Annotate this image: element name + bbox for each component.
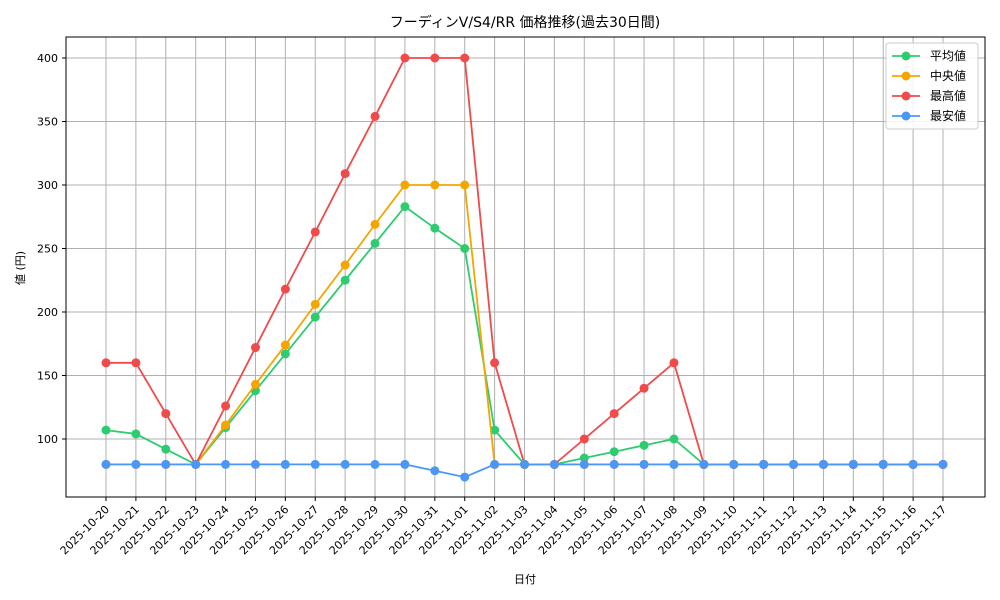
svg-text:最安値: 最安値 — [930, 108, 966, 123]
data-series — [101, 53, 948, 482]
y-tick-label: 400 — [37, 52, 58, 65]
y-tick-label: 350 — [37, 116, 58, 129]
x-axis-label: 日付 — [514, 573, 536, 586]
y-axis-label: 値 (円) — [14, 251, 27, 285]
y-tick-label: 250 — [37, 243, 58, 256]
y-tick-label: 150 — [37, 370, 58, 383]
y-tick-label: 100 — [37, 433, 58, 446]
chart-title: フーディンV/S4/RR 価格推移(過去30日間) — [390, 14, 660, 31]
y-axis-ticks: 100 150 200 250 300 350 400 — [37, 52, 66, 446]
legend-item: 中央値 — [892, 68, 966, 83]
x-axis-ticks: 2025-10-202025-10-212025-10-222025-10-23… — [58, 497, 949, 557]
svg-text:最高値: 最高値 — [930, 88, 966, 103]
legend-item: 平均値 — [892, 48, 966, 63]
legend-item: 最安値 — [892, 108, 966, 123]
legend-item: 最高値 — [892, 88, 966, 103]
svg-text:中央値: 中央値 — [930, 68, 966, 83]
series-line — [101, 459, 948, 482]
svg-text:平均値: 平均値 — [930, 48, 966, 63]
y-tick-label: 200 — [37, 306, 58, 319]
grid-lines — [66, 37, 985, 497]
plot-frame — [65, 36, 986, 498]
y-tick-label: 300 — [37, 179, 58, 192]
